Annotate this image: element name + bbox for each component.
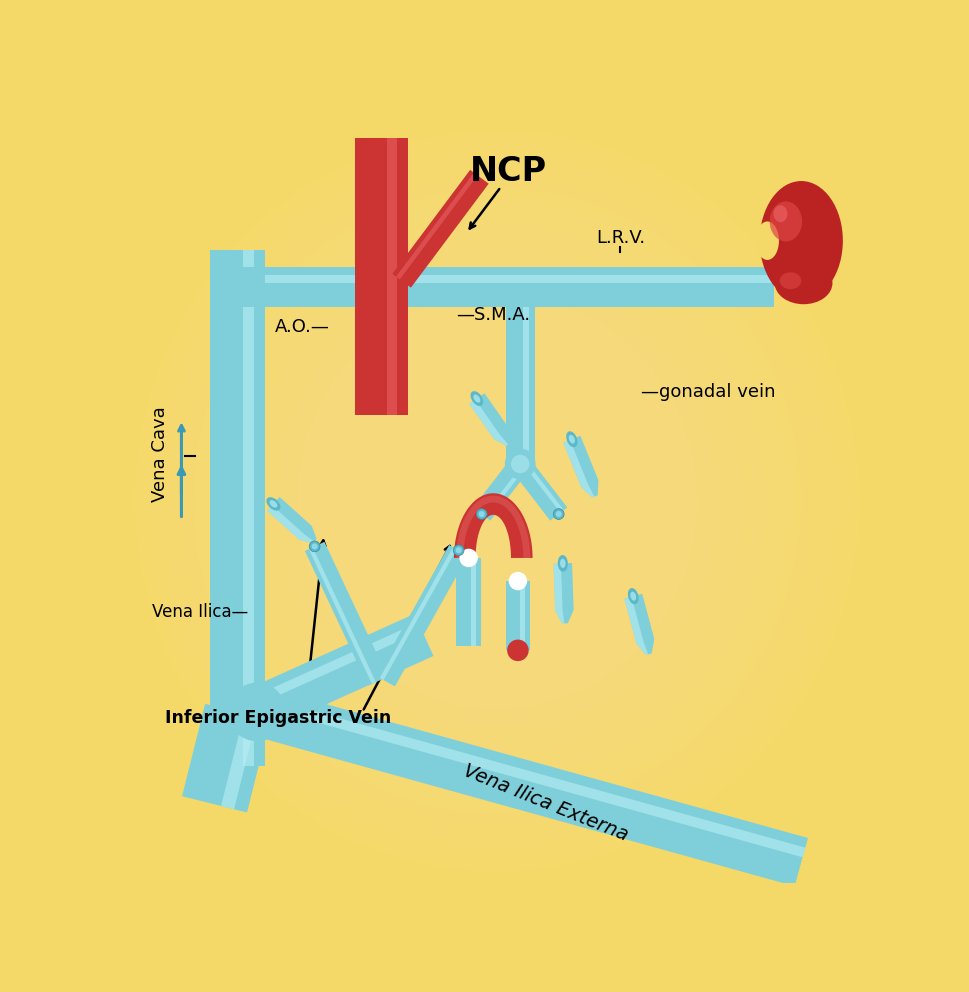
Polygon shape [237,275,773,283]
Text: A.O.—: A.O.— [274,318,328,336]
Polygon shape [267,505,314,544]
Circle shape [508,571,526,590]
Polygon shape [624,594,654,655]
Text: Vena Ilica Externa: Vena Ilica Externa [460,761,630,844]
Polygon shape [563,435,598,497]
Polygon shape [522,307,528,464]
Ellipse shape [630,591,636,601]
Circle shape [511,454,529,473]
Circle shape [555,511,561,517]
Polygon shape [469,400,508,445]
Polygon shape [243,614,433,733]
Text: NCP: NCP [470,155,547,187]
Polygon shape [553,563,564,624]
Polygon shape [243,250,254,766]
Polygon shape [453,493,532,558]
Ellipse shape [470,391,483,406]
Ellipse shape [759,181,842,301]
Circle shape [507,640,528,661]
Ellipse shape [566,432,577,447]
Polygon shape [505,581,530,651]
Polygon shape [221,713,257,809]
Ellipse shape [769,201,801,241]
Polygon shape [254,687,807,886]
Polygon shape [505,307,534,464]
Ellipse shape [559,558,565,568]
Polygon shape [247,622,422,707]
Circle shape [552,509,564,520]
Circle shape [459,549,478,567]
Polygon shape [209,267,266,307]
Ellipse shape [266,497,280,511]
Text: —S.M.A.: —S.M.A. [455,307,530,324]
Ellipse shape [473,395,480,403]
Text: Vena Cava: Vena Cava [151,406,169,502]
Polygon shape [519,581,525,651]
Ellipse shape [627,588,638,604]
Text: —gonadal vein: —gonadal vein [641,383,775,402]
Circle shape [309,541,320,552]
Circle shape [453,545,463,556]
Polygon shape [304,542,388,685]
Ellipse shape [755,221,778,260]
Polygon shape [563,439,594,497]
Polygon shape [483,465,525,518]
Polygon shape [473,457,528,521]
Text: Vena Ilica—: Vena Ilica— [152,603,248,621]
Polygon shape [512,457,567,521]
Ellipse shape [779,272,800,290]
Ellipse shape [557,556,567,571]
Circle shape [478,511,484,517]
Polygon shape [237,267,773,307]
Polygon shape [395,173,477,280]
Polygon shape [355,138,407,416]
Polygon shape [387,138,397,416]
Polygon shape [455,496,530,558]
Circle shape [455,548,461,554]
Polygon shape [209,250,266,766]
Ellipse shape [774,262,831,305]
Polygon shape [376,545,468,686]
Polygon shape [553,563,573,624]
Polygon shape [624,596,647,655]
Ellipse shape [772,205,787,222]
Polygon shape [469,393,511,445]
Polygon shape [471,558,476,647]
Ellipse shape [269,500,277,508]
Polygon shape [521,460,563,513]
Polygon shape [308,548,375,683]
Polygon shape [392,170,488,288]
Polygon shape [455,558,481,647]
Text: L.R.V.: L.R.V. [595,229,644,247]
Circle shape [504,448,535,479]
Polygon shape [262,697,804,857]
Circle shape [476,509,486,520]
Ellipse shape [568,434,575,443]
Text: Inferior Epigastric Vein: Inferior Epigastric Vein [165,709,391,727]
Polygon shape [182,703,269,812]
Polygon shape [267,497,316,544]
Circle shape [228,682,286,741]
Circle shape [311,544,318,550]
Polygon shape [380,547,456,681]
